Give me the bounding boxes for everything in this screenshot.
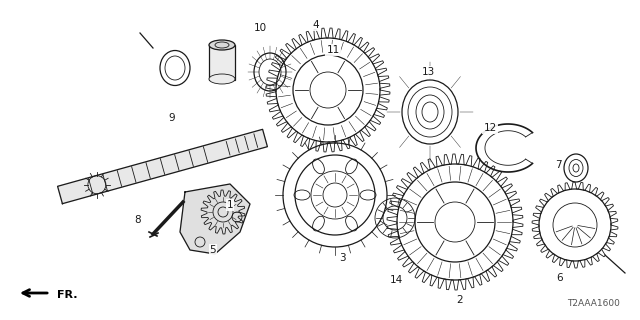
Polygon shape [180, 184, 250, 254]
Text: 5: 5 [210, 245, 216, 255]
Text: 9: 9 [169, 113, 175, 123]
Text: 7: 7 [555, 160, 561, 170]
Text: 10: 10 [253, 23, 267, 33]
Text: T2AAA1600: T2AAA1600 [567, 299, 620, 308]
Text: 2: 2 [457, 295, 463, 305]
Ellipse shape [209, 74, 235, 84]
Polygon shape [58, 129, 268, 204]
Text: 13: 13 [421, 67, 435, 77]
FancyBboxPatch shape [209, 45, 235, 80]
Text: 1: 1 [227, 200, 234, 210]
Text: 6: 6 [557, 273, 563, 283]
Ellipse shape [209, 40, 235, 50]
Text: 3: 3 [339, 253, 346, 263]
Text: 11: 11 [326, 45, 340, 55]
Text: 14: 14 [389, 275, 403, 285]
Text: 12: 12 [483, 123, 497, 133]
Text: 4: 4 [313, 20, 319, 30]
Text: FR.: FR. [57, 290, 77, 300]
Text: 8: 8 [134, 215, 141, 225]
